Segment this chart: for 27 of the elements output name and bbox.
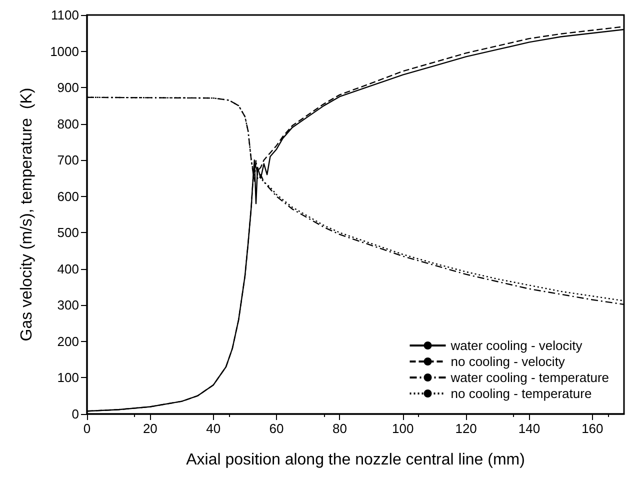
x-tick-label: 80	[332, 421, 347, 436]
y-axis-title: Gas velocity (m/s), temperature (K)	[18, 88, 36, 342]
legend-label: water cooling - temperature	[450, 370, 610, 385]
y-tick-label: 400	[57, 261, 79, 276]
x-axis-title: Axial position along the nozzle central line (mm)	[186, 452, 525, 468]
y-tick-label: 700	[57, 152, 79, 168]
y-tick-label: 300	[57, 298, 79, 313]
x-tick-label: 20	[142, 421, 158, 436]
x-tick-label: 0	[83, 421, 91, 436]
y-tick-label: 200	[57, 334, 79, 349]
y-tick-label: 500	[57, 225, 79, 240]
y-tick-label: 100	[57, 370, 79, 386]
legend-label: water cooling - velocity	[450, 338, 583, 353]
x-tick-label: 120	[455, 421, 477, 436]
legend-label: no cooling - temperature	[450, 386, 592, 401]
x-tick-label: 160	[582, 421, 604, 436]
y-tick-label: 1100	[51, 8, 79, 22]
y-tick-label: 800	[57, 116, 79, 132]
x-tick-label: 40	[206, 421, 221, 436]
x-tick-label: 100	[392, 421, 414, 436]
x-tick-label: 60	[269, 421, 284, 436]
y-tick-label: 0	[72, 406, 79, 422]
x-tick-label: 140	[518, 421, 540, 436]
y-tick-label: 600	[57, 188, 79, 204]
y-tick-label: 900	[57, 80, 79, 96]
y-tick-label: 1000	[50, 44, 79, 59]
legend-label: no cooling - velocity	[450, 354, 566, 369]
